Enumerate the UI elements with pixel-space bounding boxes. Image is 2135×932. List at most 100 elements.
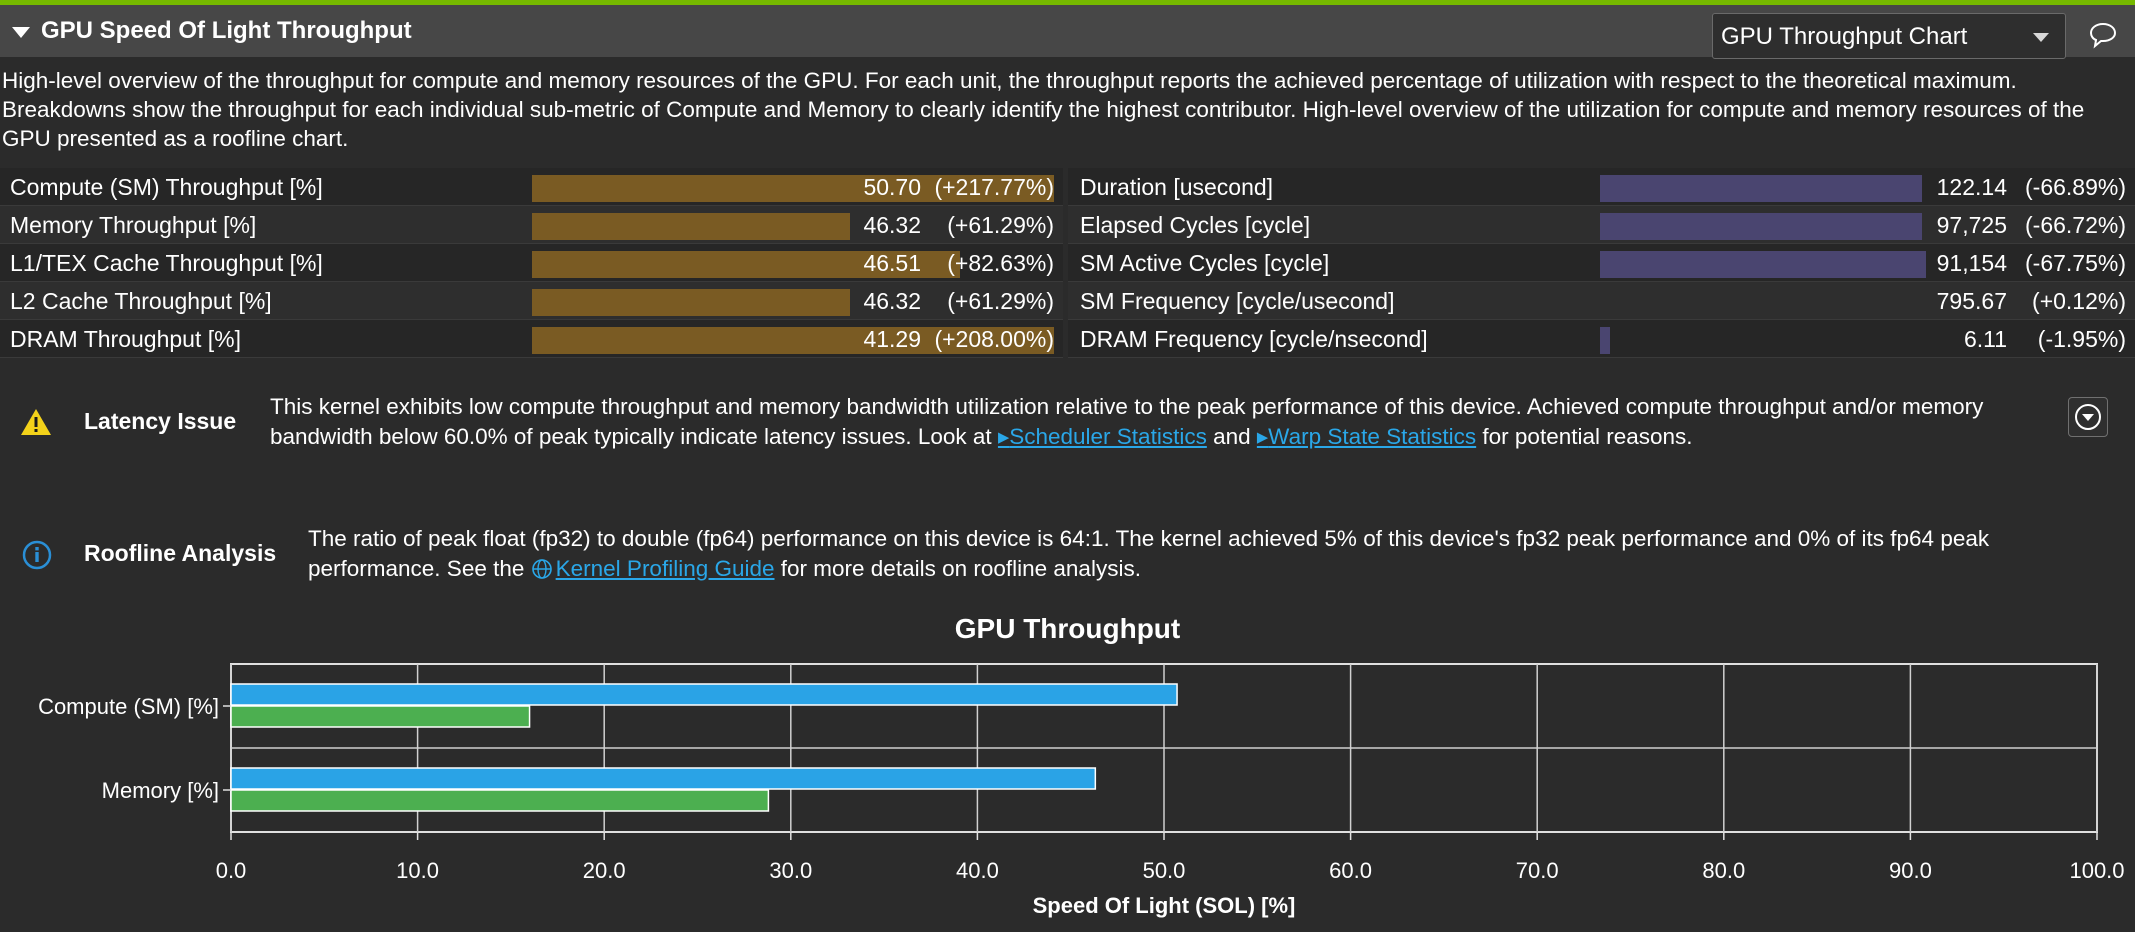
- throughput-metric-row: Memory Throughput [%] 46.32 (+61.29%): [0, 206, 1063, 244]
- x-tick-label: 80.0: [1702, 858, 1745, 883]
- latency-text-mid: and: [1206, 424, 1257, 449]
- duration-metric-bar: [1600, 175, 1922, 202]
- globe-icon: [531, 559, 552, 579]
- roofline-analysis-title: Roofline Analysis: [84, 540, 277, 566]
- chevron-down-circle-icon: [2075, 404, 2101, 430]
- x-tick-label: 30.0: [769, 858, 812, 883]
- throughput-metric-value: 46.51: [863, 250, 921, 276]
- warp-state-statistics-link[interactable]: ▸Warp State Statistics: [1256, 424, 1477, 449]
- scheduler-statistics-link[interactable]: ▸Scheduler Statistics: [997, 424, 1207, 449]
- throughput-metric-value: 46.32: [863, 212, 921, 238]
- duration-metric-row: SM Frequency [cycle/usecond] 795.67 (+0.12…: [1068, 282, 2135, 320]
- kernel-profiling-guide-link[interactable]: Kernel Profiling Guide: [531, 556, 775, 581]
- duration-metric-label: SM Frequency [cycle/usecond]: [1080, 288, 1395, 314]
- y-category-label: Compute (SM) [%]: [38, 694, 219, 719]
- bar-series-2: [230, 789, 770, 812]
- throughput-metric-value: 41.29: [863, 326, 921, 352]
- throughput-metric-delta: (+61.29%): [947, 288, 1054, 314]
- throughput-metric-bar: [532, 213, 850, 240]
- throughput-metrics-table: Compute (SM) Throughput [%] 50.70 (+217.77…: [0, 168, 1063, 358]
- roofline-analysis-text: The ratio of peak float (fp32) to double…: [308, 524, 2078, 584]
- duration-metric-row: DRAM Frequency [cycle/nsecond] 6.11 (-1.95…: [1068, 320, 2135, 358]
- duration-metric-value: 97,725: [1936, 212, 2007, 238]
- throughput-metric-delta: (+61.29%): [947, 212, 1054, 238]
- section-description: High-level overview of the throughput fo…: [2, 68, 2085, 151]
- duration-metric-value: 6.11: [1963, 326, 2007, 352]
- duration-metric-label: SM Active Cycles [cycle]: [1080, 250, 1330, 276]
- x-axis-label: Speed Of Light (SOL) [%]: [1033, 893, 1296, 918]
- latency-text-before: This kernel exhibits low compute through…: [270, 394, 1984, 449]
- duration-metric-delta: (-66.72%): [2025, 212, 2126, 238]
- bar-series-2: [230, 705, 531, 728]
- kernel-profiling-guide-link-label: Kernel Profiling Guide: [555, 556, 775, 581]
- view-select-value: GPU Throughput Chart: [1721, 23, 1968, 50]
- throughput-metric-label: Memory Throughput [%]: [10, 212, 257, 238]
- x-tick-label: 20.0: [583, 858, 626, 883]
- duration-metric-label: Duration [usecond]: [1080, 174, 1274, 200]
- section-accent-line: [0, 0, 2135, 5]
- throughput-metric-row: DRAM Throughput [%] 41.29 (+208.00%): [0, 320, 1063, 358]
- section-header[interactable]: GPU Speed Of Light Throughput GPU Throug…: [0, 5, 2135, 59]
- chart-title: GPU Throughput: [954, 613, 1181, 644]
- duration-metric-value: 795.67: [1936, 288, 2007, 314]
- duration-metric-value: 122.14: [1936, 174, 2007, 200]
- duration-metrics-table: Duration [usecond] 122.14 (-66.89%) Elapsed…: [1068, 168, 2135, 358]
- roofline-text-after: for more details on roofline analysis.: [774, 556, 1141, 581]
- throughput-metric-bar: [532, 289, 850, 316]
- throughput-metric-bar: [532, 327, 1054, 354]
- throughput-metric-row: L1/TEX Cache Throughput [%] 46.51 (+82.63%…: [0, 244, 1063, 282]
- duration-metric-bar: [1600, 327, 1610, 354]
- throughput-metric-label: DRAM Throughput [%]: [10, 326, 241, 352]
- warp-state-statistics-link-label: Warp State Statistics: [1268, 424, 1477, 449]
- throughput-metric-bar: [532, 251, 960, 278]
- throughput-metric-label: Compute (SM) Throughput [%]: [10, 174, 323, 200]
- view-select-dropdown[interactable]: GPU Throughput Chart: [1712, 13, 2066, 59]
- duration-metric-value: 91,154: [1936, 250, 2007, 276]
- comment-icon[interactable]: [2088, 20, 2118, 50]
- latency-issue-text: This kernel exhibits low compute through…: [270, 392, 2060, 452]
- section-title: GPU Speed Of Light Throughput: [41, 17, 412, 44]
- duration-metric-label: Elapsed Cycles [cycle]: [1080, 212, 1311, 238]
- chevron-down-icon: [2033, 33, 2049, 42]
- duration-metric-row: Elapsed Cycles [cycle] 97,725 (-66.72%): [1068, 206, 2135, 244]
- latency-text-after: for potential reasons.: [1476, 424, 1693, 449]
- y-category-label: Memory [%]: [102, 778, 219, 803]
- throughput-metric-delta: (+208.00%): [934, 326, 1054, 352]
- duration-metric-delta: (-67.75%): [2025, 250, 2126, 276]
- collapse-triangle-icon[interactable]: [12, 27, 30, 38]
- throughput-metric-delta: (+82.63%): [947, 250, 1054, 276]
- duration-metric-row: SM Active Cycles [cycle] 91,154 (-67.75%): [1068, 244, 2135, 282]
- duration-metric-delta: (-66.89%): [2025, 174, 2126, 200]
- expand-rule-button[interactable]: [2068, 397, 2108, 437]
- throughput-metric-bar: [532, 175, 1054, 202]
- roofline-text-before: The ratio of peak float (fp32) to double…: [308, 526, 1990, 581]
- warning-icon: [21, 409, 51, 435]
- info-icon: [22, 540, 52, 570]
- duration-metric-bar: [1600, 213, 1922, 240]
- x-tick-label: 50.0: [1143, 858, 1186, 883]
- x-tick-label: 100.0: [2069, 858, 2124, 883]
- gpu-throughput-chart: GPU Throughput 0.0 10.0 20.0 30.0 40.0 50.0 60…: [0, 605, 2135, 932]
- duration-metric-bar: [1600, 251, 1926, 278]
- chart-plot: 0.0 10.0 20.0 30.0 40.0 50.0 60.0 70.0 80.0 90.0 1…: [38, 663, 2125, 918]
- throughput-metric-row: Compute (SM) Throughput [%] 50.70 (+217.77…: [0, 168, 1063, 206]
- bar-series-1: [230, 767, 1097, 790]
- throughput-metric-label: L2 Cache Throughput [%]: [10, 288, 272, 314]
- latency-issue-title: Latency Issue: [84, 408, 237, 434]
- x-tick-label: 90.0: [1889, 858, 1932, 883]
- throughput-metric-value: 50.70: [863, 174, 921, 200]
- bar-series-1: [230, 683, 1178, 706]
- x-tick-label: 10.0: [396, 858, 439, 883]
- throughput-metric-value: 46.32: [863, 288, 921, 314]
- x-tick-label: 40.0: [956, 858, 999, 883]
- scheduler-statistics-link-label: Scheduler Statistics: [1009, 424, 1207, 449]
- x-tick-label: 70.0: [1516, 858, 1559, 883]
- throughput-metric-delta: (+217.77%): [934, 174, 1054, 200]
- x-tick-label: 0.0: [216, 858, 247, 883]
- duration-metric-delta: (+0.12%): [2032, 288, 2126, 314]
- throughput-metric-label: L1/TEX Cache Throughput [%]: [10, 250, 323, 276]
- duration-metric-label: DRAM Frequency [cycle/nsecond]: [1080, 326, 1428, 352]
- x-tick-label: 60.0: [1329, 858, 1372, 883]
- duration-metric-delta: (-1.95%): [2037, 326, 2126, 352]
- duration-metric-row: Duration [usecond] 122.14 (-66.89%): [1068, 168, 2135, 206]
